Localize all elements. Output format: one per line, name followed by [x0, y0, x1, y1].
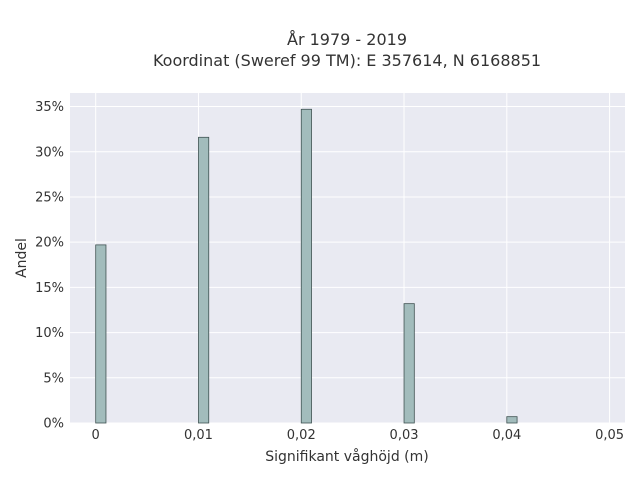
y-tick-label: 20%: [35, 236, 64, 251]
chart-title-line-2: Koordinat (Sweref 99 TM): E 357614, N 61…: [153, 51, 541, 70]
x-tick-label: 0,05: [595, 428, 624, 443]
x-ticks: 0 0,01 0,02 0,03 0,04 0,05: [92, 428, 625, 443]
y-tick-label: 0%: [43, 417, 64, 432]
histogram-bar: [198, 136, 210, 424]
y-tick-label: 35%: [35, 100, 64, 115]
chart-title-line-1: År 1979 - 2019: [287, 30, 407, 49]
x-tick-label: 0,04: [492, 428, 521, 443]
y-tick-label: 5%: [43, 371, 64, 386]
y-tick-label: 15%: [35, 281, 64, 296]
x-tick-label: 0: [92, 428, 100, 443]
y-tick-label: 10%: [35, 326, 64, 341]
y-tick-label: 25%: [35, 190, 64, 205]
bars: [95, 108, 518, 424]
x-tick-label: 0,02: [287, 428, 316, 443]
x-tick-label: 0,03: [390, 428, 419, 443]
histogram-bar: [506, 416, 518, 424]
histogram-bar: [300, 108, 312, 424]
plot-background: [70, 93, 625, 423]
y-ticks: 0% 5% 10% 15% 20% 25% 30% 35%: [35, 100, 64, 431]
y-axis-label: Andel: [14, 238, 30, 278]
histogram-bar: [403, 303, 415, 424]
x-axis-label: Signifikant våghöjd (m): [265, 448, 428, 465]
y-tick-label: 30%: [35, 145, 64, 160]
grid-lines: [70, 93, 625, 424]
histogram-bar: [95, 244, 107, 424]
x-tick-label: 0,01: [184, 428, 213, 443]
